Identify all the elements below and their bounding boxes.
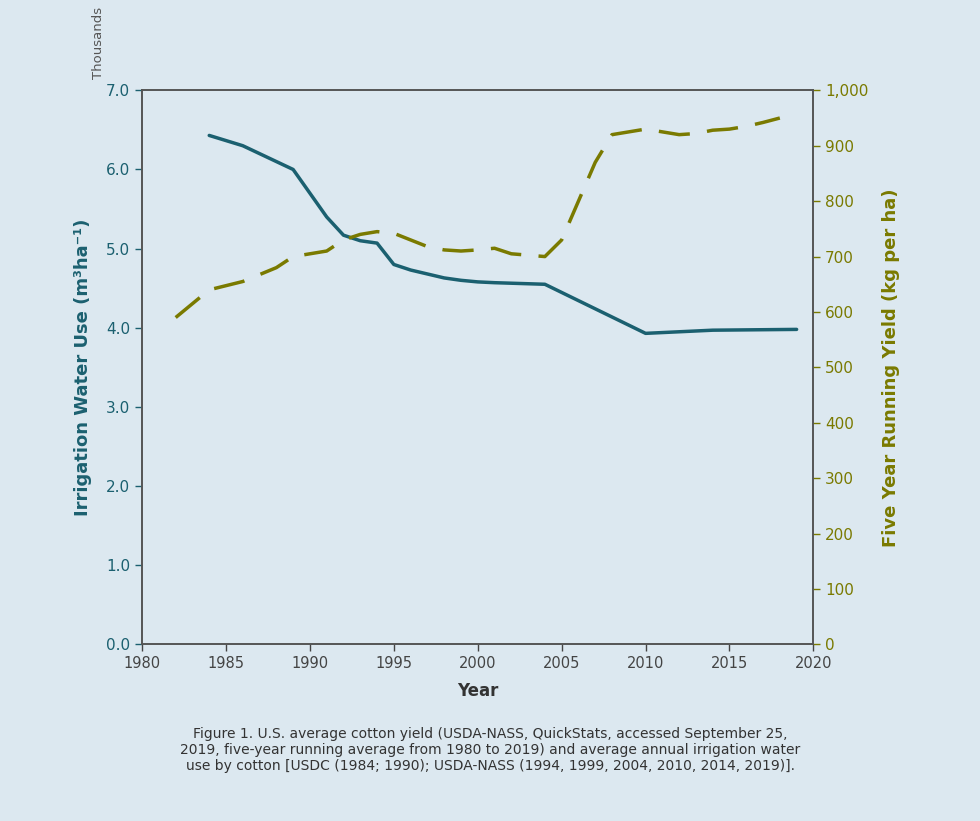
Text: Figure 1. U.S. average cotton yield (USDA-NASS, QuickStats, accessed September 2: Figure 1. U.S. average cotton yield (USD… — [180, 727, 800, 773]
Text: Thousands: Thousands — [92, 7, 105, 79]
Y-axis label: Irrigation Water Use (m³ha⁻¹): Irrigation Water Use (m³ha⁻¹) — [74, 218, 92, 516]
Y-axis label: Five Year Running Yield (kg per ha): Five Year Running Yield (kg per ha) — [882, 188, 901, 547]
X-axis label: Year: Year — [457, 682, 499, 700]
